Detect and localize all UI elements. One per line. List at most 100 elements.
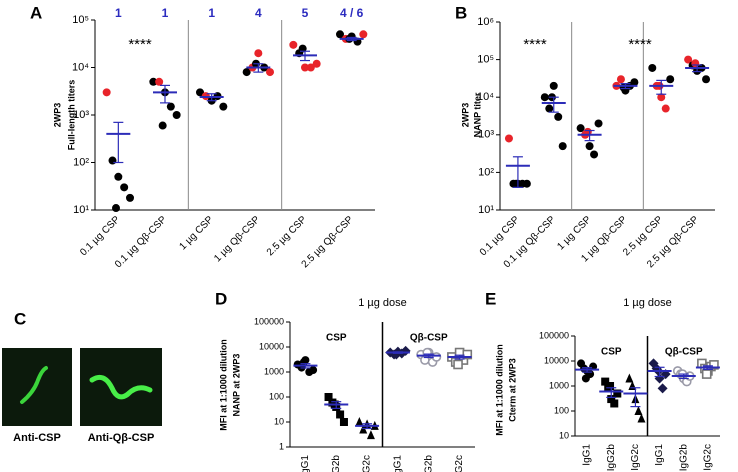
x-tick-label: IgG1 bbox=[582, 444, 593, 466]
panel-letter: C bbox=[14, 309, 26, 328]
point bbox=[616, 75, 625, 84]
y-axis-label: 2WP3 bbox=[52, 103, 62, 128]
y-tick-label: 10³ bbox=[478, 129, 494, 141]
point bbox=[355, 417, 364, 426]
point bbox=[634, 406, 643, 415]
point bbox=[576, 124, 585, 133]
top-label: 1 bbox=[115, 6, 122, 20]
point bbox=[126, 193, 134, 202]
x-tick-label: IgG2b bbox=[678, 444, 689, 472]
point bbox=[558, 142, 567, 151]
y-axis-label: Cterm at 2WP3 bbox=[507, 358, 517, 422]
point bbox=[108, 156, 117, 165]
point bbox=[359, 30, 368, 39]
point bbox=[324, 393, 333, 401]
panel-letter: B bbox=[455, 3, 467, 22]
y-axis-label: MFI at 1:1000 dilution bbox=[494, 344, 504, 436]
y-tick-label: 10⁴ bbox=[72, 61, 89, 73]
point bbox=[339, 418, 348, 426]
chart-title: 1 µg dose bbox=[623, 297, 672, 309]
point bbox=[709, 360, 719, 370]
point bbox=[462, 349, 473, 360]
point bbox=[172, 111, 181, 119]
point bbox=[155, 77, 164, 86]
y-tick-label: 100 bbox=[554, 405, 569, 415]
micrographs: Anti-CSP Anti-Qβ-CSP C bbox=[2, 309, 162, 444]
group-label: CSP bbox=[326, 333, 347, 344]
point bbox=[114, 172, 123, 181]
top-label: 4 bbox=[255, 6, 262, 20]
y-tick-label: 10² bbox=[73, 156, 89, 168]
panel-letter: E bbox=[485, 289, 496, 308]
y-tick-label: 100000 bbox=[254, 316, 284, 326]
point bbox=[289, 40, 298, 49]
point bbox=[648, 63, 657, 72]
point bbox=[637, 413, 646, 423]
point bbox=[613, 389, 622, 398]
y-axis-label: NANP titer bbox=[472, 92, 482, 137]
point bbox=[120, 183, 129, 192]
point bbox=[610, 399, 619, 408]
point bbox=[606, 382, 615, 390]
y-tick-label: 10⁴ bbox=[477, 91, 494, 103]
panel-letter: D bbox=[215, 289, 227, 308]
x-tick-label: 1 µg Qβ-CSP bbox=[212, 214, 262, 264]
y-axis-label: Full-length titers bbox=[66, 80, 76, 151]
group-label: CSP bbox=[601, 347, 622, 358]
group-label: Qβ-CSP bbox=[665, 347, 703, 358]
point bbox=[366, 430, 375, 440]
top-label: 5 bbox=[302, 6, 309, 20]
point bbox=[691, 59, 700, 68]
point bbox=[589, 362, 598, 371]
point bbox=[102, 88, 111, 97]
x-tick-label: IgG2c bbox=[362, 455, 373, 472]
y-tick-label: 10⁵ bbox=[477, 54, 494, 66]
point bbox=[336, 410, 345, 419]
y-tick-label: 100 bbox=[269, 391, 284, 401]
point bbox=[166, 102, 175, 111]
point bbox=[112, 204, 120, 213]
annotation: **** bbox=[523, 36, 547, 53]
point bbox=[336, 30, 344, 39]
point bbox=[254, 49, 263, 58]
x-tick-label: IgG2b bbox=[331, 455, 342, 472]
y-tick-label: 10⁵ bbox=[72, 14, 89, 26]
point bbox=[661, 104, 670, 113]
point bbox=[625, 373, 634, 383]
image-label: Anti-Qβ-CSP bbox=[88, 432, 155, 444]
point bbox=[630, 78, 639, 87]
point bbox=[549, 81, 558, 90]
point bbox=[306, 63, 315, 72]
point bbox=[590, 150, 599, 159]
y-tick-label: 10¹ bbox=[73, 204, 89, 216]
annotation: **** bbox=[128, 36, 152, 53]
micrograph bbox=[80, 348, 162, 426]
y-tick-label: 10 bbox=[559, 430, 569, 440]
y-axis-label: MFI at 1:1000 dilution bbox=[218, 339, 228, 431]
chart-title: 1 µg dose bbox=[358, 297, 407, 309]
x-tick-label: IgG2b bbox=[606, 444, 617, 472]
point bbox=[196, 88, 204, 97]
sporozoite bbox=[89, 374, 153, 400]
x-tick-label: 2.5 µg CSP bbox=[265, 214, 309, 258]
point bbox=[702, 75, 711, 84]
point bbox=[619, 83, 628, 92]
panel-letter: A bbox=[30, 3, 42, 22]
y-tick-label: 10¹ bbox=[478, 204, 494, 216]
x-tick-label: IgG2c bbox=[630, 444, 641, 471]
sporozoite bbox=[20, 366, 48, 404]
x-tick-label: IgG2b bbox=[423, 455, 434, 472]
point bbox=[540, 93, 549, 102]
y-tick-label: 10000 bbox=[259, 341, 284, 351]
point bbox=[512, 179, 521, 188]
x-tick-label: 0.1 µg CSP bbox=[78, 214, 122, 258]
group-label: Qβ-CSP bbox=[410, 333, 448, 344]
point bbox=[522, 179, 531, 188]
y-tick-label: 1 bbox=[279, 441, 284, 451]
point bbox=[545, 104, 554, 113]
point bbox=[601, 377, 610, 386]
top-label: 1 bbox=[162, 6, 169, 20]
point bbox=[149, 77, 158, 86]
